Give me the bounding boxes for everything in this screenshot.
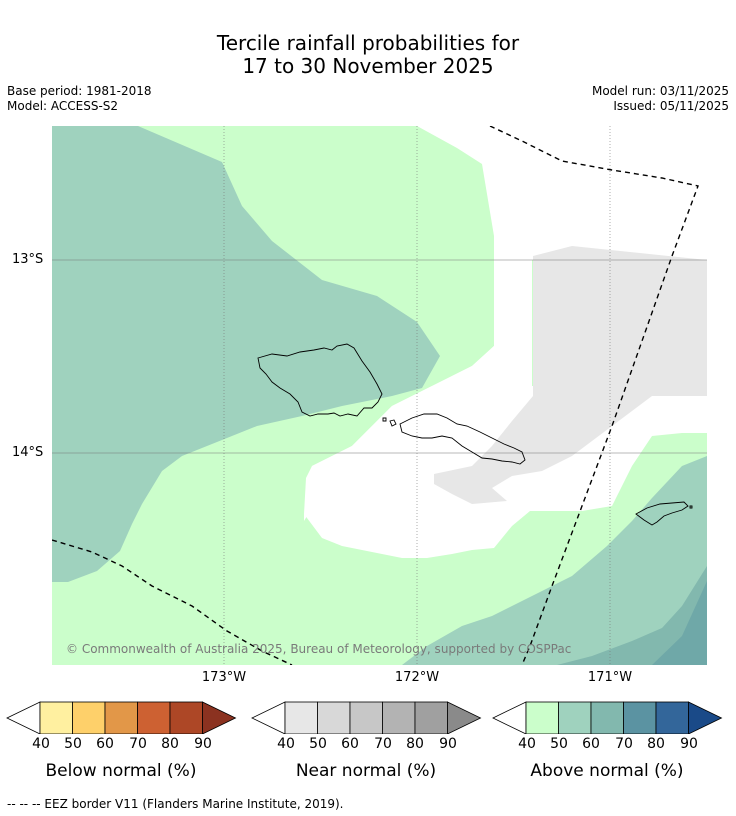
- below-normal-segment: [104, 701, 138, 734]
- savaii-island: [257, 343, 383, 417]
- tick: 40: [277, 736, 295, 752]
- above-normal-extend-low: [492, 701, 527, 734]
- upolu-island: [399, 413, 526, 465]
- map-title-line-1: Tercile rainfall probabilities for: [216, 31, 520, 55]
- tick: 80: [161, 736, 179, 752]
- manono-island: [389, 419, 397, 427]
- above-normal-segment: [525, 701, 559, 734]
- above-normal-segment: [655, 701, 689, 734]
- below-normal-segment: [137, 701, 171, 734]
- above-normal-50-60-west: [52, 126, 440, 582]
- eez-footnote: -- -- -- EEZ border V11 (Flanders Marine…: [7, 797, 344, 811]
- lon-label-171w: 171°W: [587, 670, 633, 685]
- tutuila-island: [635, 501, 689, 526]
- above-normal-segment: [623, 701, 657, 734]
- below-normal-extend-low: [6, 701, 41, 734]
- above-normal-title: Above normal (%): [530, 761, 684, 781]
- aunuu-island: [689, 505, 693, 509]
- model-name: Model: ACCESS-S2: [7, 99, 119, 113]
- eez-border-southwest: [52, 539, 293, 665]
- islands: [257, 343, 693, 526]
- near-normal-segment: [349, 701, 383, 734]
- above-normal-extend-high: [688, 701, 723, 734]
- above-normal-60-70-southeast: [557, 566, 707, 665]
- near-normal-40-50-region: [434, 246, 707, 504]
- model-run: Model run: 03/11/2025: [591, 84, 729, 98]
- no-dominant-region-center: [304, 236, 707, 558]
- base-period: Base period: 1981-2018: [7, 84, 152, 98]
- issued-date: Issued: 05/11/2025: [613, 99, 729, 113]
- tick: 60: [96, 736, 114, 752]
- copyright-notice: © Commonwealth of Australia 2025, Bureau…: [66, 642, 572, 656]
- near-normal-segment: [382, 701, 416, 734]
- above-normal-segment: [558, 701, 592, 734]
- near-normal-segment: [317, 701, 351, 734]
- near-normal-title: Near normal (%): [295, 761, 437, 781]
- rainfall-probability-map: [52, 126, 707, 665]
- tick: 40: [32, 736, 50, 752]
- lat-label-13s: 13°S: [12, 252, 44, 267]
- lon-label-173w: 173°W: [201, 670, 247, 685]
- below-normal-segment: [169, 701, 203, 734]
- tick: 90: [194, 736, 212, 752]
- lat-label-14s: 14°S: [12, 445, 44, 460]
- eez-border: [52, 126, 699, 665]
- tick: 80: [406, 736, 424, 752]
- above-normal-60-70-southeast-b: [652, 581, 707, 665]
- below-normal-segment: [72, 701, 106, 734]
- apolima-island: [382, 417, 387, 422]
- near-normal-segment: [284, 701, 318, 734]
- tick: 60: [582, 736, 600, 752]
- above-normal-50-60-southeast: [402, 456, 707, 665]
- tick: 70: [615, 736, 633, 752]
- tick: 50: [64, 736, 82, 752]
- map-title-line-2: 17 to 30 November 2025: [242, 54, 494, 78]
- tick: 80: [647, 736, 665, 752]
- near-normal-extend-high: [447, 701, 482, 734]
- near-normal-segment: [414, 701, 448, 734]
- tick: 60: [341, 736, 359, 752]
- tick: 70: [129, 736, 147, 752]
- graticule: [52, 126, 707, 665]
- above-normal-colorbar: [492, 701, 723, 734]
- below-normal-extend-high: [202, 701, 237, 734]
- tick: 50: [550, 736, 568, 752]
- below-normal-colorbar: [6, 701, 237, 734]
- meta-right: Model run: 03/11/2025 Issued: 05/11/2025: [592, 84, 729, 114]
- tick: 90: [680, 736, 698, 752]
- near-normal-extend-low: [251, 701, 286, 734]
- tick: 40: [518, 736, 536, 752]
- near-normal-colorbar: [251, 701, 482, 734]
- tick: 90: [439, 736, 457, 752]
- tick: 50: [309, 736, 327, 752]
- below-normal-title: Below normal (%): [45, 761, 197, 781]
- below-normal-segment: [39, 701, 73, 734]
- above-normal-segment: [590, 701, 624, 734]
- lon-label-172w: 172°W: [394, 670, 440, 685]
- no-dominant-region-east: [417, 126, 707, 260]
- meta-left: Base period: 1981-2018 Model: ACCESS-S2: [7, 84, 152, 114]
- tick: 70: [374, 736, 392, 752]
